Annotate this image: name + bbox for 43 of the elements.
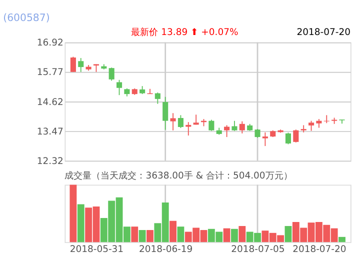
y-tick-label: 15.77	[36, 67, 64, 78]
bar	[70, 184, 77, 242]
bar	[77, 204, 84, 242]
candlestick	[178, 114, 184, 128]
candlestick	[116, 79, 122, 96]
bar	[338, 236, 346, 242]
bar	[146, 230, 154, 242]
candlestick	[154, 92, 160, 104]
y-tick-label: 13.47	[36, 126, 64, 138]
candlestick	[208, 119, 214, 132]
chart-title: 成交量（当天成交：3638.00手 & 合计：504.00万元）	[64, 170, 292, 182]
bar	[223, 228, 230, 242]
candlestick	[224, 124, 230, 138]
bar	[131, 226, 138, 242]
x-tick-label: 2018-07-05	[231, 244, 285, 255]
candlestick	[170, 112, 176, 131]
text: 最新价 13.89 ⬆ +0.07%	[131, 26, 238, 38]
bar	[177, 226, 184, 242]
bar	[238, 226, 246, 242]
chart-title: (600587)	[3, 13, 50, 24]
bar	[284, 226, 292, 242]
y-tick-label: 16.92	[36, 38, 64, 49]
candlestick	[70, 56, 76, 72]
candlestick	[262, 132, 268, 146]
y-tick-label: 12.32	[36, 156, 64, 167]
candlestick	[108, 67, 114, 82]
candlestick	[239, 120, 245, 134]
x-tick-label: 2018-06-19	[138, 244, 193, 255]
candlestick	[293, 129, 299, 143]
candlestick	[332, 117, 338, 124]
candlestick	[324, 114, 330, 124]
candlestick	[232, 120, 238, 132]
y-tick-label: 14.62	[36, 96, 64, 108]
bar	[170, 220, 176, 242]
text: 2018-07-20	[296, 26, 351, 38]
candlestick	[78, 58, 84, 72]
bar	[231, 228, 238, 242]
x-tick-label: 2018-07-20	[292, 244, 346, 255]
bar	[138, 230, 146, 242]
candlestick	[162, 96, 168, 130]
candlestick	[285, 132, 292, 145]
candlestick	[308, 120, 314, 132]
x-tick-label: 2018-05-31	[70, 244, 124, 255]
